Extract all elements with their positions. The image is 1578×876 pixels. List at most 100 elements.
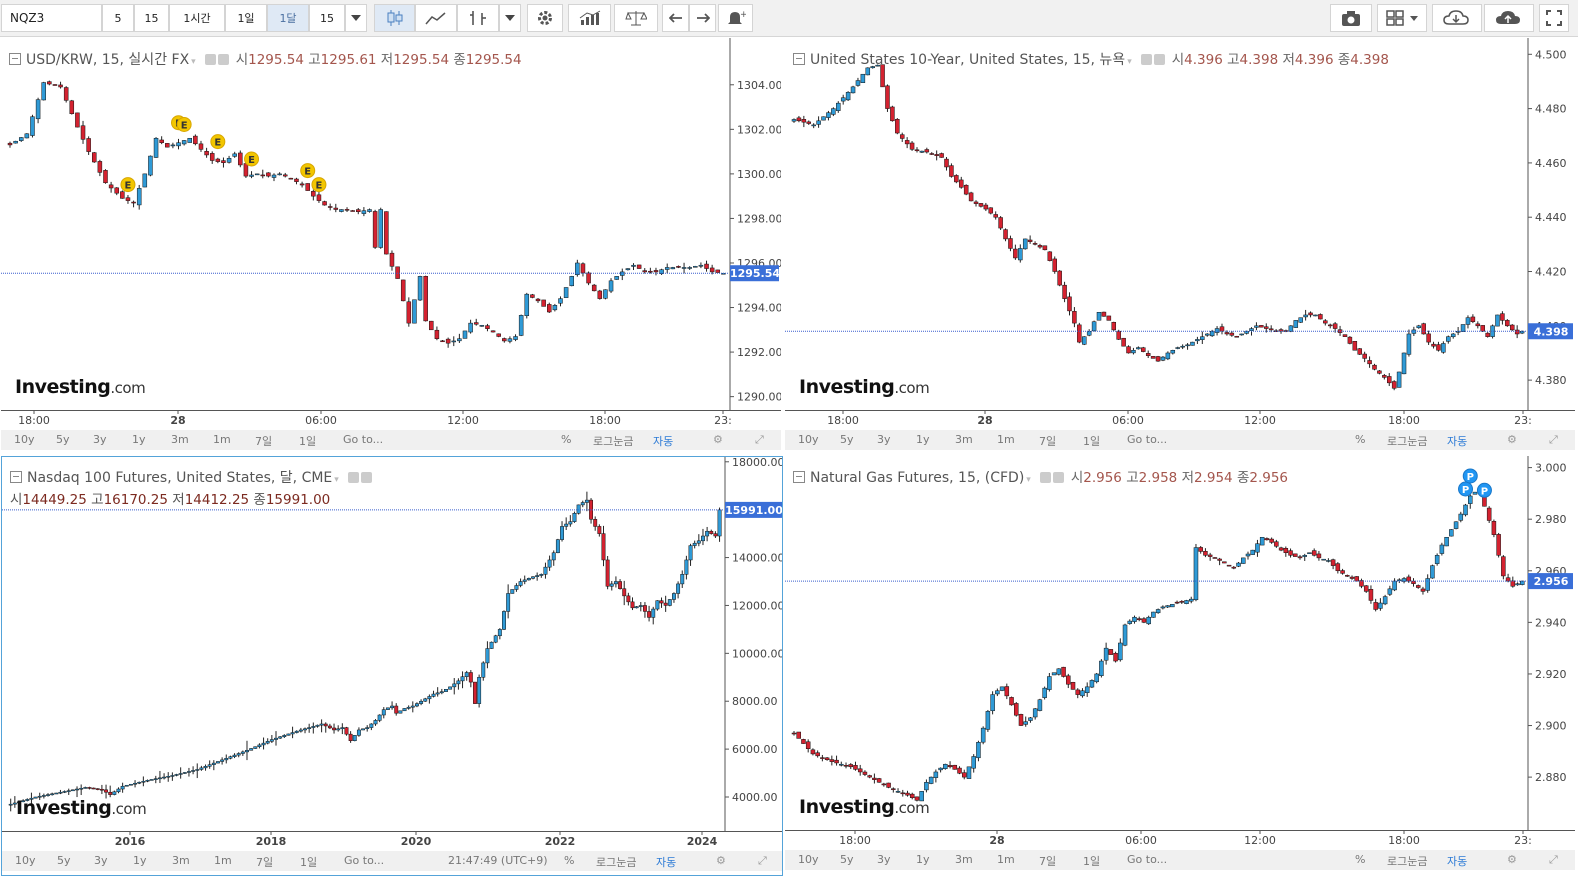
candle-body: [881, 783, 887, 786]
interval-dropdown-button[interactable]: [345, 4, 367, 32]
range-3y-button[interactable]: 3y: [93, 433, 107, 446]
chart-panel-natgas[interactable]: 3.000 2.980 2.960 2.940 2.920 2.900 2.880 18:00…: [785, 456, 1575, 876]
maximize-panel-icon[interactable]: ⤢: [1549, 853, 1558, 866]
line-style-button[interactable]: [415, 4, 457, 32]
alert-button[interactable]: +: [718, 4, 753, 32]
range-3m-button[interactable]: 3m: [172, 854, 190, 867]
interval-15-button[interactable]: 15: [134, 4, 169, 32]
range-3m-button[interactable]: 3m: [955, 853, 973, 866]
chart-panel-us10y[interactable]: 4.5004.4804.4604.4404.4204.4004.38018:00…: [785, 38, 1575, 454]
undo-button[interactable]: [662, 4, 689, 32]
close-series-icon[interactable]: [1052, 472, 1064, 483]
range-1m-button[interactable]: 1m: [997, 853, 1015, 866]
range-1y-button[interactable]: 1y: [916, 853, 930, 866]
symbol-search-input[interactable]: NQZ3: [1, 4, 102, 32]
chart-panel-nasdaq[interactable]: 18000.0016000.0014000.0012000.0010000.00…: [1, 456, 783, 876]
eye-toggle-icon[interactable]: [204, 54, 216, 65]
range-7일-button[interactable]: 7일: [1039, 855, 1057, 868]
range-1일-button[interactable]: 1일: [299, 435, 317, 448]
percent-scale-button[interactable]: %: [561, 433, 572, 446]
log-scale-button[interactable]: 로그눈금: [596, 856, 637, 869]
goto-button[interactable]: Go to...: [1127, 853, 1168, 866]
close-series-icon[interactable]: [1153, 54, 1165, 65]
axis-settings-gear-icon[interactable]: ⚙: [716, 854, 726, 867]
range-1일-button[interactable]: 1일: [300, 856, 318, 869]
goto-button[interactable]: Go to...: [343, 433, 384, 446]
close-series-icon[interactable]: [360, 472, 372, 483]
cloud-load-button[interactable]: [1432, 4, 1482, 32]
percent-scale-button[interactable]: %: [564, 854, 575, 867]
candles-style-button[interactable]: [374, 4, 415, 32]
interval-custom-button[interactable]: 15: [309, 4, 345, 32]
cloud-save-button[interactable]: [1484, 4, 1534, 32]
range-5y-button[interactable]: 5y: [840, 853, 854, 866]
collapse-toggle-icon[interactable]: [9, 53, 21, 65]
auto-scale-button[interactable]: 자동: [656, 856, 677, 869]
interval-1d-button[interactable]: 1일: [225, 4, 267, 32]
range-5y-button[interactable]: 5y: [57, 854, 71, 867]
range-1일-button[interactable]: 1일: [1083, 435, 1101, 448]
interval-1mo-button[interactable]: 1달: [267, 4, 309, 32]
auto-scale-button[interactable]: 자동: [1447, 855, 1468, 868]
eye-toggle-icon[interactable]: [1140, 54, 1152, 65]
percent-scale-button[interactable]: %: [1355, 433, 1366, 446]
range-3y-button[interactable]: 3y: [877, 853, 891, 866]
interval-1h-button[interactable]: 1시간: [169, 4, 225, 32]
range-10y-button[interactable]: 10y: [798, 853, 819, 866]
range-1y-button[interactable]: 1y: [916, 433, 930, 446]
axis-settings-gear-icon[interactable]: ⚙: [1507, 853, 1517, 866]
series-menu-chevron-icon[interactable]: ▾: [1127, 57, 1132, 67]
collapse-toggle-icon[interactable]: [793, 53, 805, 65]
studies-button[interactable]: [568, 4, 611, 32]
collapse-toggle-icon[interactable]: [10, 471, 22, 483]
range-10y-button[interactable]: 10y: [15, 854, 36, 867]
maximize-panel-icon[interactable]: ⤢: [758, 854, 767, 867]
fullscreen-button[interactable]: [1539, 4, 1569, 32]
range-7일-button[interactable]: 7일: [256, 856, 274, 869]
range-1y-button[interactable]: 1y: [132, 433, 146, 446]
range-10y-button[interactable]: 10y: [14, 433, 35, 446]
range-7일-button[interactable]: 7일: [255, 435, 273, 448]
redo-button[interactable]: [689, 4, 716, 32]
close-series-icon[interactable]: [217, 54, 229, 65]
indicators-button[interactable]: [457, 4, 499, 32]
range-10y-button[interactable]: 10y: [798, 433, 819, 446]
series-menu-chevron-icon[interactable]: ▾: [1026, 475, 1031, 485]
range-1m-button[interactable]: 1m: [214, 854, 232, 867]
axis-settings-gear-icon[interactable]: ⚙: [1507, 433, 1517, 446]
goto-button[interactable]: Go to...: [344, 854, 385, 867]
range-1y-button[interactable]: 1y: [133, 854, 147, 867]
series-menu-chevron-icon[interactable]: ▾: [334, 475, 339, 485]
range-5y-button[interactable]: 5y: [56, 433, 70, 446]
layout-button[interactable]: [1377, 4, 1427, 32]
range-1일-button[interactable]: 1일: [1083, 855, 1101, 868]
range-1m-button[interactable]: 1m: [213, 433, 231, 446]
collapse-toggle-icon[interactable]: [793, 471, 805, 483]
log-scale-button[interactable]: 로그눈금: [593, 435, 634, 448]
auto-scale-button[interactable]: 자동: [653, 435, 674, 448]
axis-settings-gear-icon[interactable]: ⚙: [713, 433, 723, 446]
compare-button[interactable]: [614, 4, 658, 32]
log-scale-button[interactable]: 로그눈금: [1387, 855, 1428, 868]
maximize-panel-icon[interactable]: ⤢: [755, 433, 764, 446]
range-3y-button[interactable]: 3y: [877, 433, 891, 446]
maximize-panel-icon[interactable]: ⤢: [1549, 433, 1558, 446]
chart-panel-usdkrw[interactable]: 1304.00 1302.00 1300.00 1298.00 1296.00 1294.…: [1, 38, 781, 454]
series-menu-chevron-icon[interactable]: ▾: [191, 57, 196, 67]
interval-5-button[interactable]: 5: [102, 4, 134, 32]
percent-scale-button[interactable]: %: [1355, 853, 1366, 866]
eye-toggle-icon[interactable]: [347, 472, 359, 483]
range-3m-button[interactable]: 3m: [171, 433, 189, 446]
auto-scale-button[interactable]: 자동: [1447, 435, 1468, 448]
range-5y-button[interactable]: 5y: [840, 433, 854, 446]
settings-button[interactable]: [527, 4, 563, 32]
range-3m-button[interactable]: 3m: [955, 433, 973, 446]
eye-toggle-icon[interactable]: [1039, 472, 1051, 483]
indicators-dropdown-button[interactable]: [499, 4, 521, 32]
snapshot-button[interactable]: [1330, 4, 1372, 32]
range-7일-button[interactable]: 7일: [1039, 435, 1057, 448]
range-1m-button[interactable]: 1m: [997, 433, 1015, 446]
goto-button[interactable]: Go to...: [1127, 433, 1168, 446]
range-3y-button[interactable]: 3y: [94, 854, 108, 867]
log-scale-button[interactable]: 로그눈금: [1387, 435, 1428, 448]
